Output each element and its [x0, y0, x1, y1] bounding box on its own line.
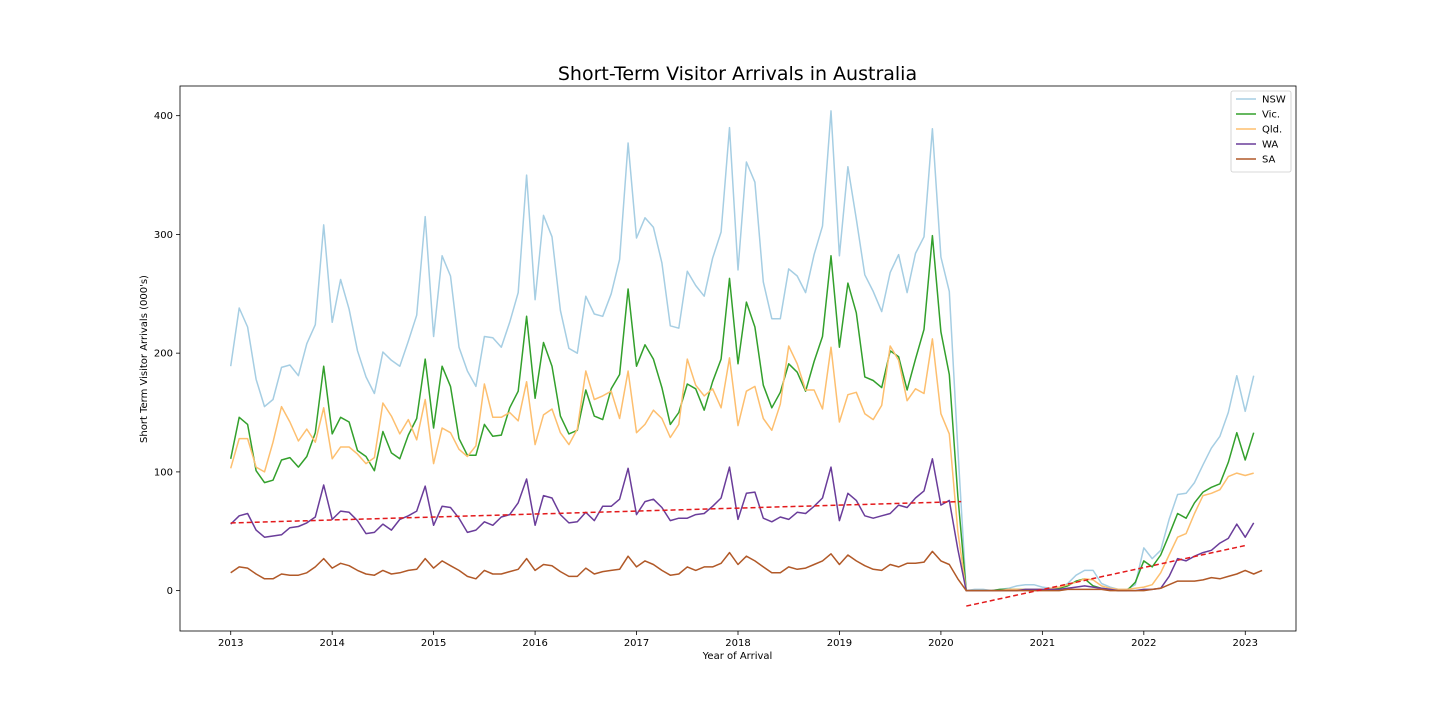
- legend: NSW Vic. Qld. WA SA: [1230, 90, 1292, 173]
- series-line-sa: [230, 550, 1263, 592]
- y-tick-label: 0: [167, 586, 173, 597]
- x-tick-label: 2021: [1030, 638, 1055, 649]
- x-tick-label: 2018: [725, 638, 750, 649]
- y-axis-label: Short Term Visitor Arrivals (000's): [139, 275, 150, 443]
- x-tick-label: 2017: [624, 638, 649, 649]
- x-tick-label: 2016: [522, 638, 547, 649]
- legend-box: [1230, 90, 1292, 173]
- legend-label-vic: Vic.: [1262, 110, 1280, 121]
- series-line-wa: [230, 458, 1255, 592]
- x-axis-label: Year of Arrival: [702, 651, 773, 662]
- y-tick-label: 300: [154, 230, 173, 241]
- x-tick-label: 2013: [218, 638, 243, 649]
- trend-line-2: [966, 544, 1246, 607]
- x-tick-label: 2014: [319, 638, 344, 649]
- y-tick-label: 400: [154, 111, 173, 122]
- trend-line-1: [230, 500, 962, 524]
- series-line-qld: [229, 338, 1254, 592]
- x-tick-label: 2020: [928, 638, 953, 649]
- x-tick-label: 2022: [1131, 638, 1156, 649]
- x-tick-label: 2015: [421, 638, 446, 649]
- legend-label-qld: Qld.: [1262, 125, 1282, 136]
- series-line-vic: [229, 234, 1255, 592]
- y-tick-label: 200: [154, 349, 173, 360]
- legend-label-nsw: NSW: [1262, 95, 1286, 106]
- legend-label-sa: SA: [1262, 155, 1276, 166]
- x-tick-label: 2023: [1233, 638, 1258, 649]
- chart-title: Short-Term Visitor Arrivals in Australia: [558, 63, 917, 85]
- plot-area: 2013 2014 2015 2016 2017 2018 2019 2020 2021 2022…: [154, 85, 1297, 649]
- x-tick-label: 2019: [827, 638, 852, 649]
- legend-label-wa: WA: [1262, 140, 1278, 151]
- series-line-nsw: [229, 110, 1255, 592]
- y-tick-label: 100: [154, 467, 173, 478]
